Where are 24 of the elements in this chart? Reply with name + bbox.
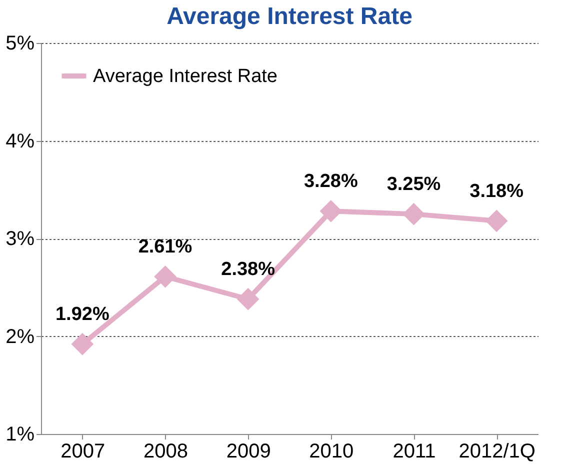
text: 3.25% (386, 174, 441, 196)
point (236, 288, 260, 310)
y-tick-label: 4% (6, 130, 35, 152)
x-tick-label: 2009 (226, 440, 271, 462)
point (485, 210, 508, 232)
x-tick-label: 2010 (309, 440, 354, 462)
y-tick-label: 5% (6, 32, 35, 54)
y-tick-label: 3% (6, 228, 35, 250)
text: 3.18% (470, 180, 524, 202)
x-tick-label: 2011 (392, 440, 436, 462)
x-tick-label: 2012/1Q (458, 440, 536, 462)
text: 3.28% (304, 171, 358, 192)
point (71, 332, 94, 356)
text: 1.92% (55, 304, 110, 326)
text: 2.61% (138, 236, 192, 258)
y-tick-label: 1% (6, 424, 35, 446)
x-tick-label: 2007 (60, 440, 106, 462)
x-tick-label: 2008 (144, 440, 188, 462)
y-tick-label: 2% (6, 326, 35, 348)
chart-title: Average Interest Rate (166, 3, 412, 30)
legend-label: Average Interest Rate (93, 66, 278, 87)
text: 2.38% (221, 259, 276, 280)
point (402, 202, 425, 226)
point (154, 265, 176, 288)
